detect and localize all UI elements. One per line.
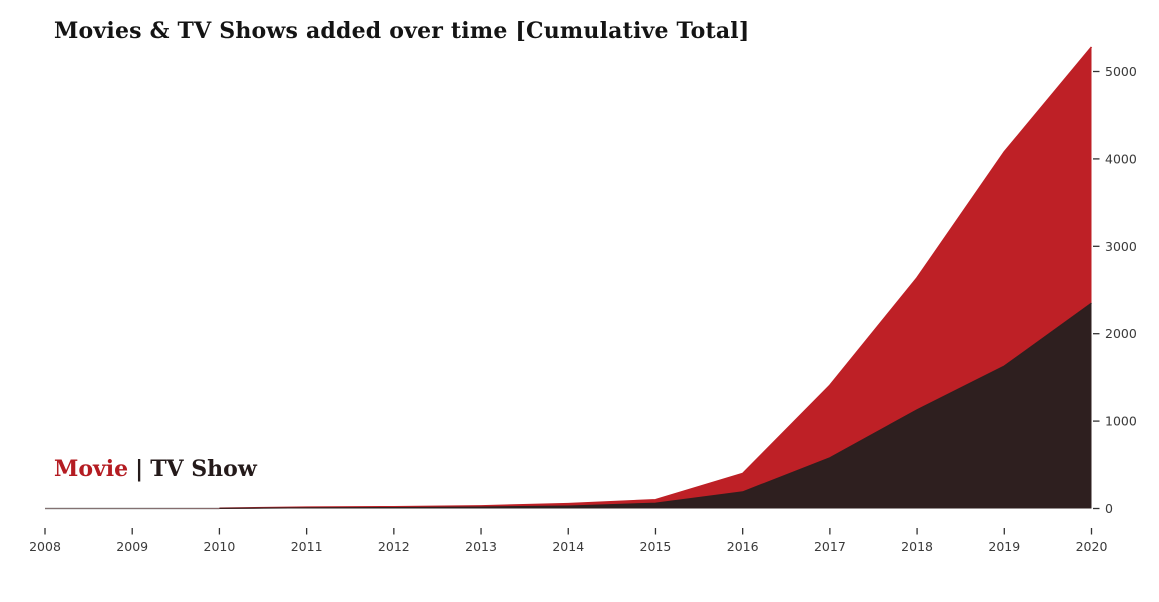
x-tick-label: 2020 <box>1076 539 1108 554</box>
x-tick-label: 2018 <box>901 539 933 554</box>
movie-line <box>219 46 1093 510</box>
legend-separator: | <box>135 456 144 482</box>
legend-movie-label: Movie <box>54 456 129 482</box>
x-tick-label: 2009 <box>116 539 148 554</box>
x-tick-label: 2013 <box>465 539 497 554</box>
x-tick-label: 2008 <box>29 539 61 554</box>
y-tick-label: 4000 <box>1105 151 1137 166</box>
y-tick-label: 5000 <box>1105 64 1137 79</box>
chart-title: Movies & TV Shows added over time [Cumul… <box>54 18 750 44</box>
x-tick-label: 2016 <box>727 539 759 554</box>
x-tick-label: 2017 <box>814 539 846 554</box>
x-tick-label: 2015 <box>640 539 672 554</box>
tv-show-line <box>219 302 1092 509</box>
movie-area <box>45 47 1092 509</box>
tv-show-area <box>45 303 1092 509</box>
legend-tv-show-label: TV Show <box>150 456 257 482</box>
x-tick-label: 2014 <box>552 539 584 554</box>
x-tick-label: 2011 <box>291 539 323 554</box>
legend: Movie | TV Show <box>54 456 257 482</box>
y-tick-label: 0 <box>1105 501 1113 516</box>
x-tick-label: 2019 <box>988 539 1020 554</box>
y-tick-label: 1000 <box>1105 414 1137 429</box>
x-tick-label: 2012 <box>378 539 410 554</box>
x-tick-label: 2010 <box>204 539 236 554</box>
y-tick-label: 2000 <box>1105 326 1137 341</box>
y-tick-label: 3000 <box>1105 239 1137 254</box>
